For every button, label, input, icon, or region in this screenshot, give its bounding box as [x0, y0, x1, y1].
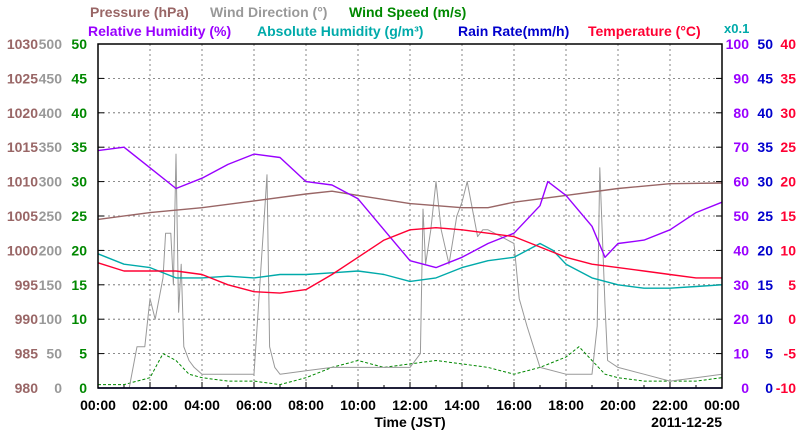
- x-tick-label: 08:00: [288, 397, 324, 413]
- legend-entry: Relative Humidity (%): [88, 23, 231, 39]
- y-tick-label-rain-rate: 10: [757, 311, 773, 327]
- y-tick-label-temperature: 40: [780, 36, 796, 52]
- y-tick-label-rain-rate: 30: [757, 174, 773, 190]
- y-tick-label-pressure: 1020: [7, 105, 38, 121]
- y-tick-label-pressure: 1010: [7, 174, 38, 190]
- y-tick-label-wind-direction: 450: [39, 70, 63, 86]
- y-tick-label-rain-rate: 20: [757, 242, 773, 258]
- y-tick-label-temperature: -10: [776, 380, 796, 396]
- plot-frame: [97, 43, 723, 389]
- series-line-wind-direction: [98, 153, 723, 389]
- y-tick-label-pressure: 995: [15, 277, 39, 293]
- y-tick-label-wind-speed: 10: [71, 311, 87, 327]
- y-tick-label-wind-direction: 300: [39, 174, 63, 190]
- abs-humidity-scale-label: x0.1: [724, 21, 749, 36]
- x-tick-label: 10:00: [340, 397, 376, 413]
- x-tick-label: 04:00: [184, 397, 220, 413]
- series-line-pressure: [97, 182, 723, 221]
- y-tick-label-wind-direction: 250: [39, 208, 63, 224]
- y-tick-label-pressure: 1025: [7, 70, 38, 86]
- y-tick-label-wind-speed: 50: [71, 36, 87, 52]
- y-tick-label-rel-humidity: 70: [733, 139, 749, 155]
- y-tick-label-temperature: 20: [780, 174, 796, 190]
- y-tick-label-pressure: 1030: [7, 36, 38, 52]
- y-tick-label-rel-humidity: 100: [726, 36, 750, 52]
- y-tick-label-wind-speed: 40: [71, 105, 87, 121]
- y-tick-label-pressure: 990: [15, 311, 39, 327]
- y-tick-label-pressure: 1005: [7, 208, 38, 224]
- y-tick-label-pressure: 1015: [7, 139, 38, 155]
- y-tick-label-rain-rate: 40: [757, 105, 773, 121]
- series-line-wind-speed: [98, 346, 723, 386]
- y-tick-label-wind-direction: 150: [39, 277, 63, 293]
- y-tick-label-pressure: 980: [15, 380, 39, 396]
- y-tick-label-wind-speed: 25: [71, 208, 87, 224]
- x-tick-label: 22:00: [652, 397, 688, 413]
- y-tick-label-wind-speed: 20: [71, 242, 87, 258]
- y-tick-label-temperature: 0: [788, 311, 796, 327]
- y-tick-label-rel-humidity: 20: [733, 311, 749, 327]
- legend-entry: Wind Direction (°): [210, 4, 327, 20]
- y-tick-label-rel-humidity: 50: [733, 208, 749, 224]
- x-tick-label: 00:00: [704, 397, 740, 413]
- y-tick-label-rel-humidity: 80: [733, 105, 749, 121]
- y-tick-label-wind-speed: 35: [71, 139, 87, 155]
- y-tick-label-rain-rate: 5: [765, 346, 773, 362]
- y-tick-label-temperature: 15: [780, 208, 796, 224]
- y-tick-label-rel-humidity: 30: [733, 277, 749, 293]
- y-tick-label-wind-direction: 0: [54, 380, 62, 396]
- y-tick-label-rain-rate: 25: [757, 208, 773, 224]
- y-tick-label-rel-humidity: 10: [733, 346, 749, 362]
- y-tick-label-pressure: 1000: [7, 242, 38, 258]
- legend-entry: Pressure (hPa): [90, 4, 189, 20]
- legend-entry: Temperature (°C): [588, 23, 701, 39]
- x-axis-label: Time (JST): [374, 414, 445, 430]
- y-tick-label-wind-direction: 100: [39, 311, 63, 327]
- y-tick-label-wind-direction: 200: [39, 242, 63, 258]
- x-tick-label: 18:00: [548, 397, 584, 413]
- y-tick-label-rel-humidity: 90: [733, 70, 749, 86]
- y-tick-label-wind-speed: 0: [79, 380, 87, 396]
- y-tick-label-rain-rate: 50: [757, 36, 773, 52]
- y-tick-label-wind-speed: 5: [79, 346, 87, 362]
- y-tick-label-rel-humidity: 60: [733, 174, 749, 190]
- y-tick-label-rain-rate: 45: [757, 70, 773, 86]
- y-tick-label-temperature: 5: [788, 277, 796, 293]
- legend-entry: Absolute Humidity (g/m³): [257, 23, 423, 39]
- y-tick-label-rain-rate: 35: [757, 139, 773, 155]
- y-tick-label-wind-direction: 350: [39, 139, 63, 155]
- legend-entry: Rain Rate(mm/h): [458, 23, 569, 39]
- y-tick-label-wind-speed: 15: [71, 277, 87, 293]
- y-tick-label-rel-humidity: 40: [733, 242, 749, 258]
- y-tick-label-temperature: -5: [784, 346, 797, 362]
- x-tick-label: 20:00: [600, 397, 636, 413]
- series-line-rel-humidity: [97, 146, 723, 269]
- series-line-temperature: [97, 226, 722, 294]
- y-tick-label-pressure: 985: [15, 346, 39, 362]
- y-tick-label-wind-direction: 500: [39, 36, 63, 52]
- y-tick-label-rain-rate: 15: [757, 277, 773, 293]
- date-label: 2011-12-25: [651, 414, 722, 430]
- legend-entry: Wind Speed (m/s): [349, 4, 466, 20]
- y-tick-label-rain-rate: 0: [765, 380, 773, 396]
- y-tick-label-temperature: 35: [780, 70, 796, 86]
- x-tick-label: 12:00: [392, 397, 428, 413]
- y-tick-label-wind-speed: 30: [71, 174, 87, 190]
- x-tick-label: 06:00: [236, 397, 272, 413]
- x-tick-label: 16:00: [496, 397, 532, 413]
- x-tick-label: 00:00: [80, 397, 116, 413]
- x-tick-label: 14:00: [444, 397, 480, 413]
- y-tick-label-wind-direction: 50: [46, 346, 62, 362]
- y-tick-label-temperature: 25: [780, 139, 796, 155]
- x-tick-label: 02:00: [132, 397, 168, 413]
- y-tick-label-rel-humidity: 0: [741, 380, 749, 396]
- y-tick-label-temperature: 30: [780, 105, 796, 121]
- y-tick-label-wind-speed: 45: [71, 70, 87, 86]
- y-tick-label-wind-direction: 400: [39, 105, 63, 121]
- y-tick-label-temperature: 10: [780, 242, 796, 258]
